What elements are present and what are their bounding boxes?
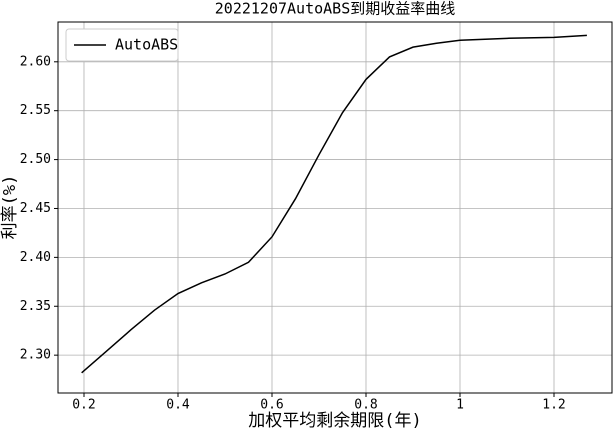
- y-tick-label: 2.40: [20, 250, 51, 265]
- line-series: [81, 34, 587, 374]
- x-tick-label: 0.2: [72, 398, 95, 413]
- y-tick-label: 2.60: [20, 54, 51, 69]
- x-tick-label: 0.6: [260, 398, 283, 413]
- legend-box: [65, 28, 179, 62]
- y-tick-label: 2.35: [20, 299, 51, 314]
- legend: AutoABS: [65, 28, 179, 62]
- legend-label: AutoABS: [115, 36, 178, 54]
- x-tick-label: 1.2: [542, 398, 565, 413]
- y-tick-label: 2.30: [20, 348, 51, 363]
- x-tick-label: 1: [456, 398, 464, 413]
- x-axis-label: 加权平均剩余期限(年): [248, 411, 421, 430]
- y-tick-label: 2.55: [20, 103, 51, 118]
- x-tick-label: 0.8: [354, 398, 377, 413]
- chart-title: 20221207AutoABS到期收益率曲线: [215, 0, 455, 18]
- plot-frame: [57, 21, 613, 394]
- y-axis-label: 利率(%): [0, 175, 20, 240]
- y-tick-label: 2.50: [20, 152, 51, 167]
- x-tick-label: 0.4: [166, 398, 190, 413]
- y-tick-label: 2.45: [20, 201, 51, 216]
